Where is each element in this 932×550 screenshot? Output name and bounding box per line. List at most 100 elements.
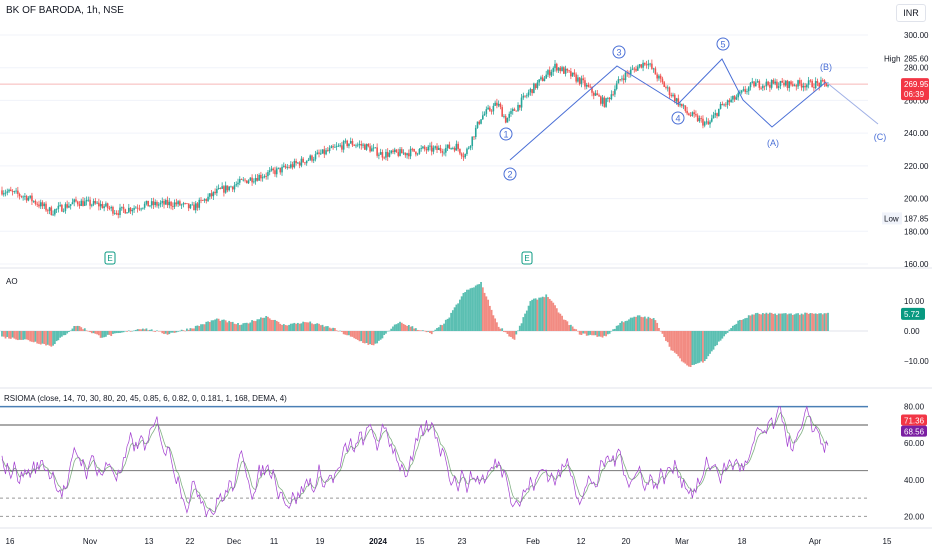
ao-bar (568, 325, 571, 331)
candle-body (120, 206, 123, 208)
ao-bar (430, 331, 433, 335)
candle-body (281, 166, 283, 173)
ao-last-value: 5.72 (904, 310, 920, 319)
ao-bar (9, 331, 12, 339)
ao-bar (564, 319, 567, 331)
ao-bar (510, 331, 512, 337)
ao-bar (772, 313, 775, 331)
candle-body (43, 203, 46, 207)
ao-bar (761, 313, 764, 331)
candle-body (91, 204, 93, 206)
ao-bar (43, 331, 46, 345)
candle-body (240, 179, 243, 180)
candle-body (807, 80, 810, 85)
ao-bar (300, 323, 303, 331)
candle-body (459, 148, 461, 154)
candle-body (659, 75, 662, 79)
candle-body (460, 153, 463, 157)
x-tick-label: 22 (186, 537, 195, 546)
x-tick-label: 15 (883, 537, 892, 546)
candle-body (168, 201, 171, 206)
candle-body (462, 156, 465, 158)
candle-body (635, 68, 637, 71)
ao-bar (256, 319, 259, 331)
ao-bar (166, 331, 169, 335)
ao-bar (16, 331, 19, 341)
candle-body (360, 144, 363, 146)
candle-body (760, 87, 762, 89)
candle-body (52, 214, 54, 216)
candle-body (253, 181, 255, 183)
ao-bar (724, 331, 727, 335)
ao-bar (55, 331, 58, 342)
rsi-value2-tag (901, 425, 927, 437)
candle-body (432, 147, 435, 152)
ao-bar (89, 331, 91, 333)
candle-body (112, 207, 114, 214)
candle-body (353, 145, 356, 147)
candle-body (321, 149, 324, 154)
candle-body (767, 81, 769, 85)
ao-bar (723, 331, 725, 337)
symbol-title: BK OF BARODA, 1h, NSE (6, 5, 124, 16)
candle-body (584, 80, 586, 87)
ao-bar (365, 331, 368, 344)
ao-bar (112, 331, 114, 334)
ao-bar (488, 305, 491, 331)
candle-body (228, 186, 230, 191)
candle-body (754, 82, 757, 87)
candle-body (36, 203, 39, 205)
ao-bar (532, 298, 535, 331)
ao-bar (654, 320, 657, 331)
ao-bar (487, 299, 489, 331)
candle-body (430, 145, 433, 152)
candle-body (103, 206, 105, 209)
candle-body (467, 147, 470, 149)
ao-bar (793, 314, 796, 331)
candle-body (413, 148, 415, 152)
ao-bar (177, 331, 180, 332)
ao-bar (312, 324, 315, 331)
ao-bar (783, 313, 785, 331)
currency-button[interactable]: INR (896, 4, 926, 22)
ao-bar (90, 331, 93, 334)
ao-bar (668, 331, 671, 347)
ao-bar (141, 328, 144, 331)
candle-body (651, 63, 653, 69)
ao-bar (446, 318, 449, 331)
candle-body (304, 162, 306, 164)
candle-body (212, 191, 215, 197)
ao-bar (76, 325, 79, 331)
candle-body (92, 200, 95, 205)
candle-body (415, 151, 417, 155)
candle-body (191, 204, 194, 206)
ao-bar (258, 319, 261, 331)
candle-body (205, 199, 208, 201)
ao-bar (816, 314, 819, 331)
ao-bar (457, 303, 460, 331)
ao-bar (823, 313, 826, 331)
ao-bar (495, 322, 498, 331)
candle-body (358, 144, 361, 145)
candle-body (110, 207, 112, 209)
candle-body (809, 80, 812, 82)
candle-body (342, 141, 345, 150)
candle-body (691, 112, 694, 116)
ao-bar (416, 329, 419, 331)
ao-bar (171, 331, 174, 333)
ao-bar (196, 325, 199, 331)
candle-body (10, 189, 12, 192)
candle-body (147, 200, 149, 207)
ao-bar (221, 319, 224, 331)
earnings-marker-label: E (524, 254, 529, 263)
candle-body (423, 146, 426, 150)
candle-body (390, 150, 393, 153)
ao-bar (323, 326, 326, 331)
ao-bar (215, 318, 218, 331)
ao-bar (134, 329, 137, 331)
candle-body (157, 204, 160, 206)
ao-bar (372, 331, 375, 346)
candle-body (466, 148, 468, 155)
candle-body (378, 154, 380, 156)
